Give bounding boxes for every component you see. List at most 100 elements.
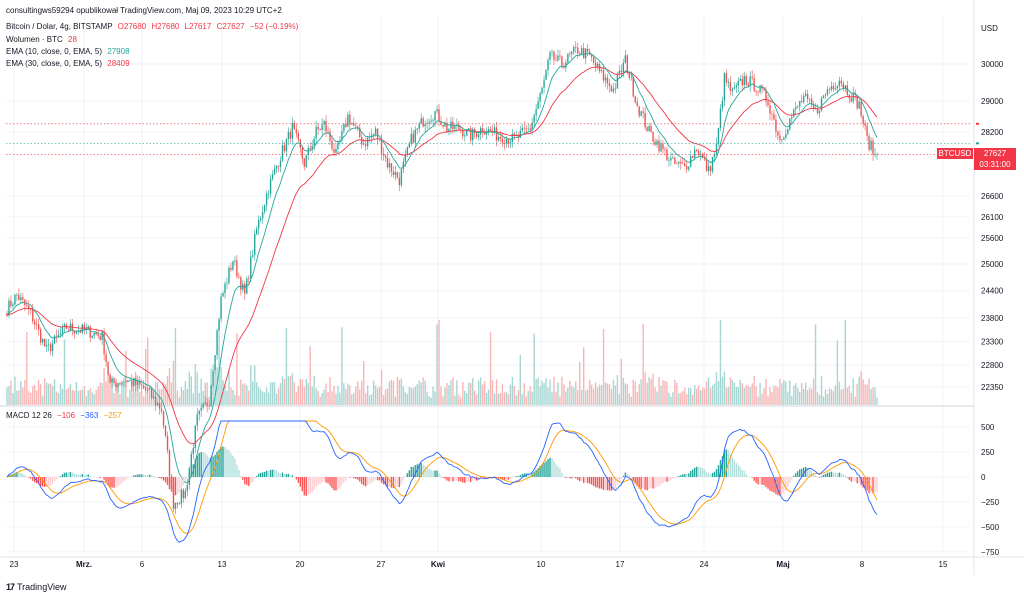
candle-body bbox=[765, 90, 767, 102]
ohlc-low: L27617 bbox=[184, 22, 212, 31]
candle bbox=[256, 226, 258, 236]
candle bbox=[261, 206, 264, 224]
volume-bar bbox=[319, 396, 321, 405]
candle bbox=[416, 127, 418, 135]
candle-body bbox=[703, 157, 706, 160]
candle bbox=[806, 89, 809, 104]
volume-bar bbox=[148, 387, 151, 405]
candle-body bbox=[103, 331, 105, 355]
candle-body bbox=[293, 122, 296, 130]
candle-body bbox=[372, 133, 375, 135]
volume-bar bbox=[309, 346, 311, 405]
candle bbox=[686, 161, 688, 174]
candle-body bbox=[85, 328, 87, 331]
macd-legend[interactable]: MACD 12 26 −106 −363 −257 bbox=[6, 411, 122, 421]
candle bbox=[38, 318, 40, 336]
candle bbox=[523, 121, 525, 135]
volume-bar bbox=[404, 392, 407, 405]
candle-body bbox=[787, 129, 789, 135]
candle bbox=[410, 127, 412, 147]
candle bbox=[277, 165, 280, 172]
candle bbox=[101, 330, 103, 345]
candle-body bbox=[579, 53, 581, 55]
volume-bar bbox=[529, 386, 531, 405]
candle-body bbox=[208, 405, 210, 407]
volume-legend[interactable]: Wolumen · BTC 28 bbox=[6, 35, 77, 45]
candle bbox=[862, 114, 864, 128]
volume-bar bbox=[797, 388, 799, 405]
candle bbox=[196, 407, 198, 432]
candle-body bbox=[600, 70, 603, 72]
volume-label: Wolumen · BTC bbox=[6, 35, 63, 44]
candle-body bbox=[551, 51, 553, 53]
volume-bar bbox=[117, 382, 119, 405]
candle bbox=[281, 140, 284, 163]
candle bbox=[446, 117, 448, 134]
volume-bar bbox=[874, 387, 876, 405]
candle-body bbox=[692, 155, 694, 158]
volume-bar bbox=[644, 372, 646, 405]
candle bbox=[12, 302, 14, 309]
candle-body bbox=[684, 163, 686, 167]
candle bbox=[420, 113, 422, 125]
volume-bar bbox=[583, 347, 585, 405]
candle-body bbox=[753, 77, 755, 91]
brand[interactable]: 17 TradingView bbox=[6, 582, 67, 592]
candle-body bbox=[864, 123, 866, 126]
candle-body bbox=[230, 267, 232, 270]
candle bbox=[666, 146, 668, 161]
candle-body bbox=[101, 331, 103, 340]
candle-body bbox=[670, 157, 672, 161]
candle-body bbox=[384, 155, 387, 158]
candle bbox=[184, 487, 187, 500]
ema10-legend[interactable]: EMA (10, close, 0, EMA, 5) 27908 bbox=[6, 47, 130, 57]
candle-body bbox=[261, 212, 264, 219]
volume-bar bbox=[521, 394, 523, 405]
candle-body bbox=[321, 124, 323, 130]
signal-value: −363 bbox=[80, 411, 99, 420]
volume-bar bbox=[184, 381, 187, 405]
volume-bar bbox=[727, 387, 730, 405]
volume-bar bbox=[323, 389, 325, 405]
candle bbox=[394, 165, 397, 181]
volume-bar bbox=[376, 388, 379, 405]
volume-bar bbox=[590, 384, 593, 405]
volume-bars bbox=[6, 320, 878, 405]
volume-bar bbox=[559, 396, 561, 405]
volume-bar bbox=[717, 381, 720, 405]
candle bbox=[680, 158, 682, 170]
volume-bar bbox=[347, 383, 349, 405]
candle-body bbox=[717, 127, 720, 144]
candle-body bbox=[602, 70, 605, 81]
candle-body bbox=[198, 410, 200, 415]
volume-bar bbox=[856, 383, 858, 405]
volume-bar bbox=[785, 381, 787, 405]
volume-bar bbox=[723, 371, 726, 405]
candle-body bbox=[844, 85, 846, 89]
volume-bar bbox=[444, 387, 446, 405]
volume-bar bbox=[202, 391, 204, 405]
candle-body bbox=[166, 435, 169, 451]
candle-body bbox=[624, 55, 627, 63]
volume-bar bbox=[289, 376, 292, 405]
symbol-legend[interactable]: Bitcoin / Dolar, 4g, BITSTAMP O27680 H27… bbox=[6, 22, 298, 32]
candle bbox=[236, 255, 238, 279]
candle-body bbox=[410, 133, 412, 144]
candle bbox=[678, 161, 680, 168]
volume-bar bbox=[406, 393, 409, 405]
time-tick-label: 24 bbox=[700, 560, 709, 569]
volume-bar bbox=[555, 392, 557, 405]
candle bbox=[826, 85, 829, 97]
candle-body bbox=[49, 344, 52, 352]
ema30-legend[interactable]: EMA (30, close, 0, EMA, 5) 28409 bbox=[6, 59, 130, 69]
candle-body bbox=[832, 86, 835, 90]
candle-body bbox=[606, 77, 609, 84]
candle-body bbox=[660, 143, 662, 152]
volume-bar bbox=[442, 396, 444, 405]
volume-bar bbox=[638, 384, 640, 405]
candle bbox=[63, 322, 66, 333]
candle bbox=[495, 122, 498, 147]
candle-body bbox=[755, 90, 757, 92]
candle-body bbox=[218, 319, 220, 331]
volume-bar bbox=[632, 379, 634, 405]
